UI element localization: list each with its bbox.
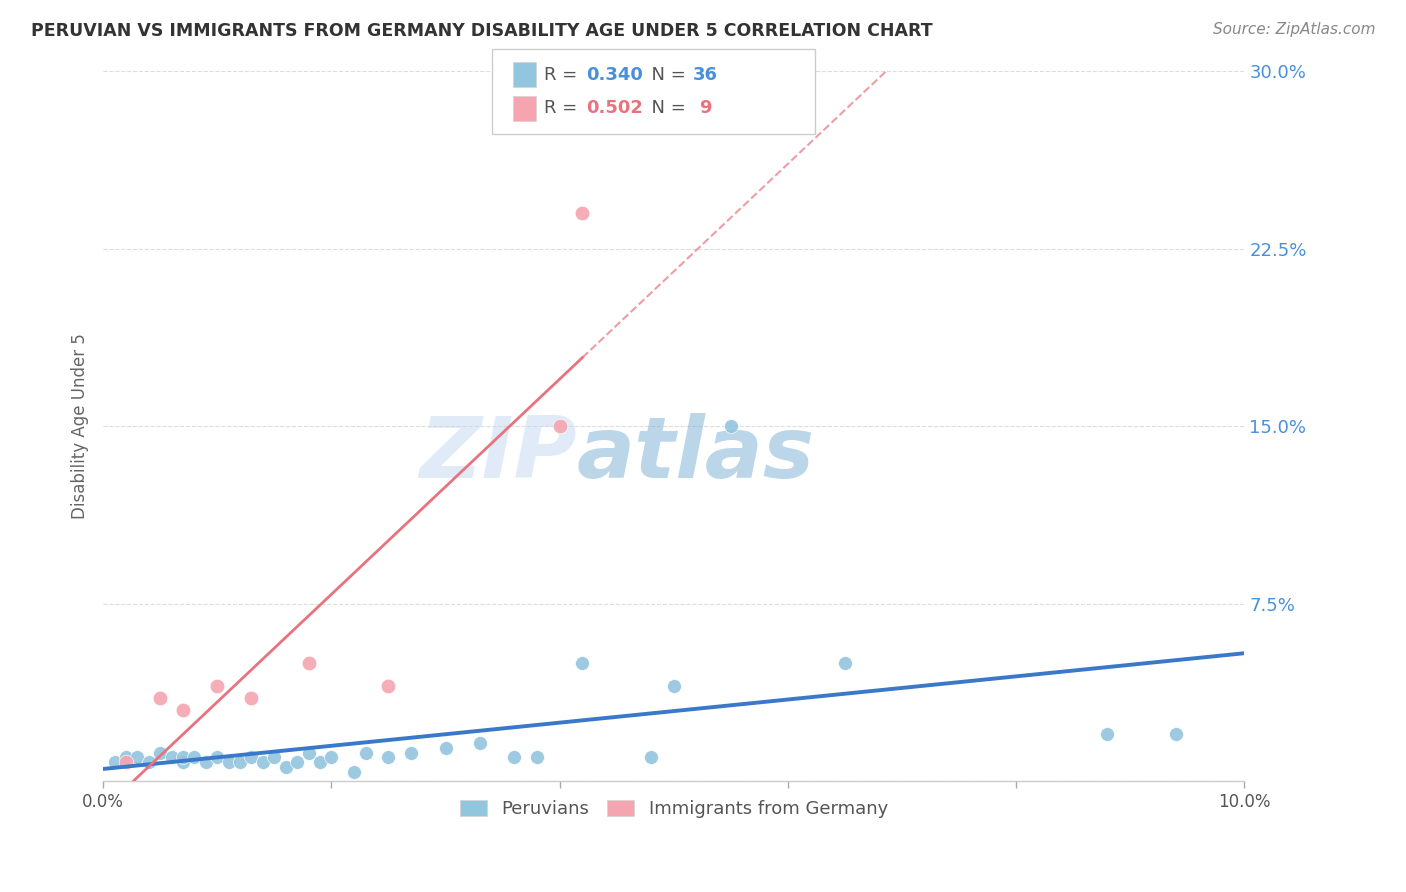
Point xyxy=(240,750,263,764)
Point xyxy=(138,755,160,769)
Point xyxy=(127,750,149,764)
Point xyxy=(662,679,685,693)
Point xyxy=(172,703,194,717)
Point xyxy=(229,755,252,769)
Text: N =: N = xyxy=(640,66,692,84)
Point xyxy=(285,755,308,769)
Point xyxy=(218,755,240,769)
Point xyxy=(468,736,491,750)
Text: ZIP: ZIP xyxy=(419,413,576,496)
Point xyxy=(149,746,172,760)
Point xyxy=(434,740,457,755)
Point xyxy=(240,691,263,706)
Point xyxy=(172,755,194,769)
Point xyxy=(309,755,332,769)
Point xyxy=(207,679,229,693)
Point xyxy=(194,755,217,769)
Point xyxy=(115,755,138,769)
Point xyxy=(571,656,593,670)
Point xyxy=(172,750,194,764)
Point xyxy=(160,750,183,764)
Point xyxy=(720,419,742,434)
Legend: Peruvians, Immigrants from Germany: Peruvians, Immigrants from Germany xyxy=(453,792,896,825)
Text: N =: N = xyxy=(640,99,692,117)
Point xyxy=(571,206,593,220)
Y-axis label: Disability Age Under 5: Disability Age Under 5 xyxy=(72,333,89,519)
Point xyxy=(526,750,548,764)
Text: Source: ZipAtlas.com: Source: ZipAtlas.com xyxy=(1212,22,1375,37)
Point xyxy=(207,750,229,764)
Point xyxy=(149,691,172,706)
Point xyxy=(297,746,319,760)
Point xyxy=(1164,726,1187,740)
Point xyxy=(103,755,125,769)
Text: 9: 9 xyxy=(699,99,711,117)
Text: 36: 36 xyxy=(693,66,718,84)
Point xyxy=(274,760,297,774)
Point xyxy=(263,750,285,764)
Text: 0.340: 0.340 xyxy=(586,66,643,84)
Text: 0.502: 0.502 xyxy=(586,99,643,117)
Point xyxy=(401,746,423,760)
Point xyxy=(115,750,138,764)
Point xyxy=(640,750,662,764)
Point xyxy=(548,419,571,434)
Point xyxy=(183,750,205,764)
Point xyxy=(297,656,319,670)
Text: PERUVIAN VS IMMIGRANTS FROM GERMANY DISABILITY AGE UNDER 5 CORRELATION CHART: PERUVIAN VS IMMIGRANTS FROM GERMANY DISA… xyxy=(31,22,932,40)
Point xyxy=(834,656,856,670)
Point xyxy=(354,746,377,760)
Text: R =: R = xyxy=(544,66,583,84)
Point xyxy=(343,764,366,779)
Text: atlas: atlas xyxy=(576,413,815,496)
Text: R =: R = xyxy=(544,99,583,117)
Point xyxy=(377,679,399,693)
Point xyxy=(252,755,274,769)
Point xyxy=(377,750,399,764)
Point xyxy=(1097,726,1119,740)
Point xyxy=(321,750,343,764)
Point xyxy=(503,750,526,764)
